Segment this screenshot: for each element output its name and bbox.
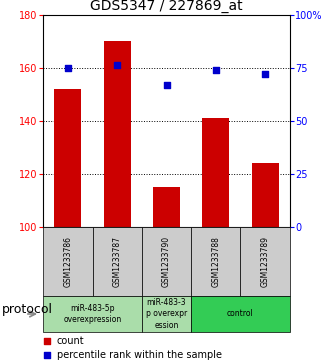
Title: GDS5347 / 227869_at: GDS5347 / 227869_at xyxy=(90,0,243,13)
Text: percentile rank within the sample: percentile rank within the sample xyxy=(57,350,221,360)
Bar xyxy=(104,41,131,227)
Text: GSM1233787: GSM1233787 xyxy=(113,236,122,287)
Text: GSM1233789: GSM1233789 xyxy=(260,236,270,287)
Text: count: count xyxy=(57,336,84,346)
Text: GSM1233786: GSM1233786 xyxy=(63,236,73,287)
Bar xyxy=(153,187,180,227)
Text: GSM1233790: GSM1233790 xyxy=(162,236,171,287)
Bar xyxy=(54,89,82,227)
Point xyxy=(262,71,268,77)
Point xyxy=(213,67,218,73)
Text: miR-483-5p
overexpression: miR-483-5p overexpression xyxy=(64,304,122,324)
Point xyxy=(164,82,169,87)
Point xyxy=(65,65,71,70)
Text: protocol: protocol xyxy=(2,303,53,316)
Text: GSM1233788: GSM1233788 xyxy=(211,236,220,287)
Text: miR-483-3
p overexpr
ession: miR-483-3 p overexpr ession xyxy=(146,298,187,330)
Point xyxy=(44,338,49,344)
Bar xyxy=(202,118,229,227)
Point xyxy=(44,352,49,358)
Text: control: control xyxy=(227,310,254,318)
Bar xyxy=(251,163,279,227)
Point xyxy=(115,62,120,68)
